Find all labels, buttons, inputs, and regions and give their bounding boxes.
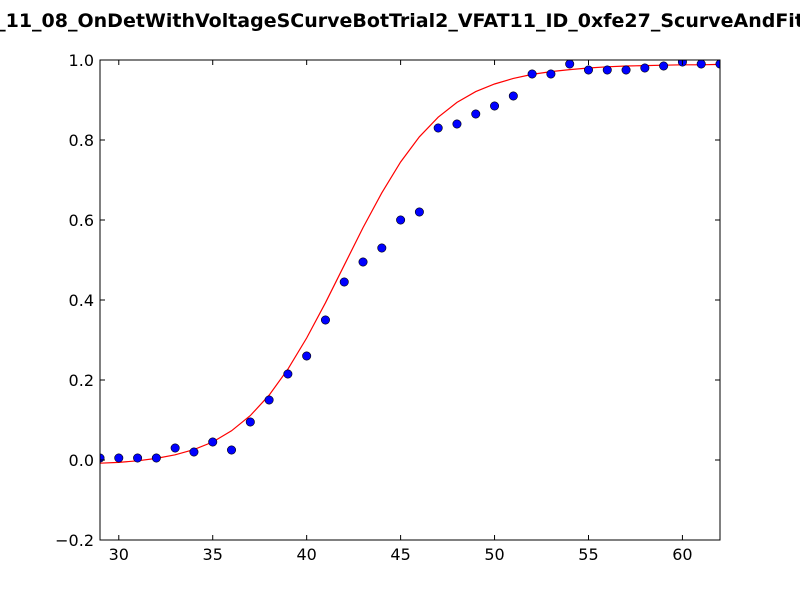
y-tick-label: 0.8 [69,131,94,150]
data-point [245,417,255,427]
data-point [452,119,462,129]
data-point [659,61,669,71]
data-point [471,109,481,119]
data-point [433,123,443,133]
data-point [640,63,650,73]
x-tick-label: 40 [296,545,316,564]
chart-title: _11_08_OnDetWithVoltageSCurveBotTrial2_V… [0,10,800,32]
data-point [170,443,180,453]
data-point [377,243,387,253]
y-tick-label: −0.2 [55,531,94,550]
data-point [339,277,349,287]
y-tick-label: 0.6 [69,211,94,230]
data-point [133,453,143,463]
data-point [283,369,293,379]
x-tick-label: 60 [672,545,692,564]
data-point [414,207,424,217]
y-tick-label: 0.4 [69,291,94,310]
x-tick-label: 45 [390,545,410,564]
data-point [358,257,368,267]
data-point [189,447,199,457]
data-point [227,445,237,455]
data-point [508,91,518,101]
data-point [264,395,274,405]
y-tick-label: 0.2 [69,371,94,390]
plot-frame [99,59,721,541]
data-point [527,69,537,79]
data-point [546,69,556,79]
data-point [490,101,500,111]
data-point [621,65,631,75]
data-point [208,437,218,447]
fit-layer [100,63,720,464]
data-point [583,65,593,75]
fit-curve [100,63,720,464]
ticks-layer: 30 35 40 45 50 55 60 −0.2 0.0 0.2 0.4 0.6 0.8 1.0 [55,51,720,564]
points-layer [100,60,720,463]
data-point [696,60,706,69]
data-point [602,65,612,75]
data-point [565,60,575,69]
y-tick-label: 1.0 [69,51,94,70]
x-tick-label: 30 [109,545,129,564]
x-tick-label: 55 [578,545,598,564]
data-point [151,453,161,463]
x-tick-label: 50 [484,545,504,564]
data-point [320,315,330,325]
data-point [302,351,312,361]
y-tick-label: 0.0 [69,451,94,470]
x-tick-label: 35 [203,545,223,564]
data-point [396,215,406,225]
data-point [114,453,124,463]
